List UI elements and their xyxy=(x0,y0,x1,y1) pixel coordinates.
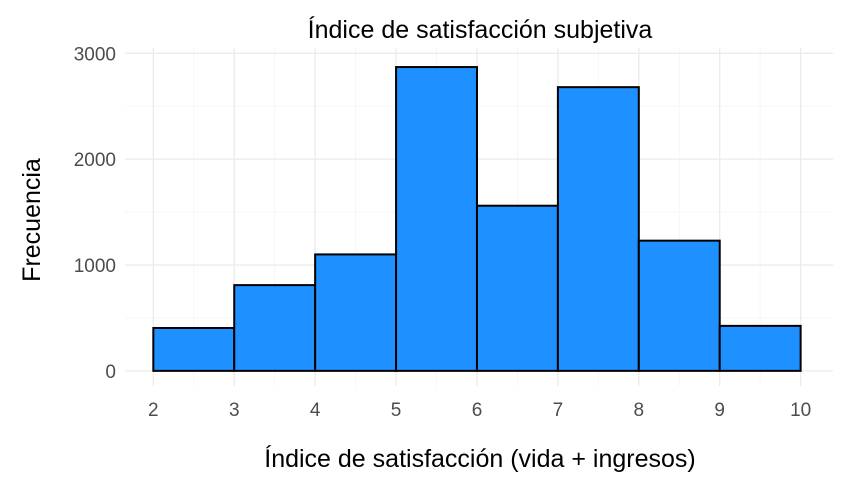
histogram-bar xyxy=(395,66,478,372)
y-tick-label: 2000 xyxy=(74,150,116,171)
y-tick-label: 3000 xyxy=(74,44,116,65)
histogram-bar xyxy=(475,204,559,372)
histogram-bar xyxy=(152,326,236,372)
y-axis-tick-labels: 0 1000 2000 3000 xyxy=(74,44,116,383)
histogram-bar xyxy=(556,86,640,372)
histogram-bar xyxy=(314,253,398,372)
y-axis-title: Frecuencia xyxy=(18,158,46,282)
x-tick-label: 7 xyxy=(553,400,564,421)
x-tick-label: 8 xyxy=(634,400,645,421)
y-tick-label: 1000 xyxy=(74,256,116,277)
histogram-bars xyxy=(152,66,802,372)
histogram-bar xyxy=(637,239,721,372)
x-tick-label: 10 xyxy=(790,400,811,421)
x-axis-title: Índice de satisfacción (vida + ingresos) xyxy=(264,444,695,473)
y-tick-label: 0 xyxy=(105,362,116,383)
x-tick-label: 2 xyxy=(148,400,159,421)
histogram-bar xyxy=(233,284,317,372)
x-tick-label: 6 xyxy=(472,400,483,421)
x-tick-label: 3 xyxy=(229,400,240,421)
x-axis-tick-labels: 2 3 4 5 6 7 8 9 10 xyxy=(148,400,811,421)
chart-title: Índice de satisfacción subjetiva xyxy=(308,15,653,44)
histogram-bar xyxy=(718,324,802,372)
x-tick-label: 9 xyxy=(714,400,725,421)
x-tick-label: 4 xyxy=(310,400,321,421)
x-tick-label: 5 xyxy=(391,400,402,421)
